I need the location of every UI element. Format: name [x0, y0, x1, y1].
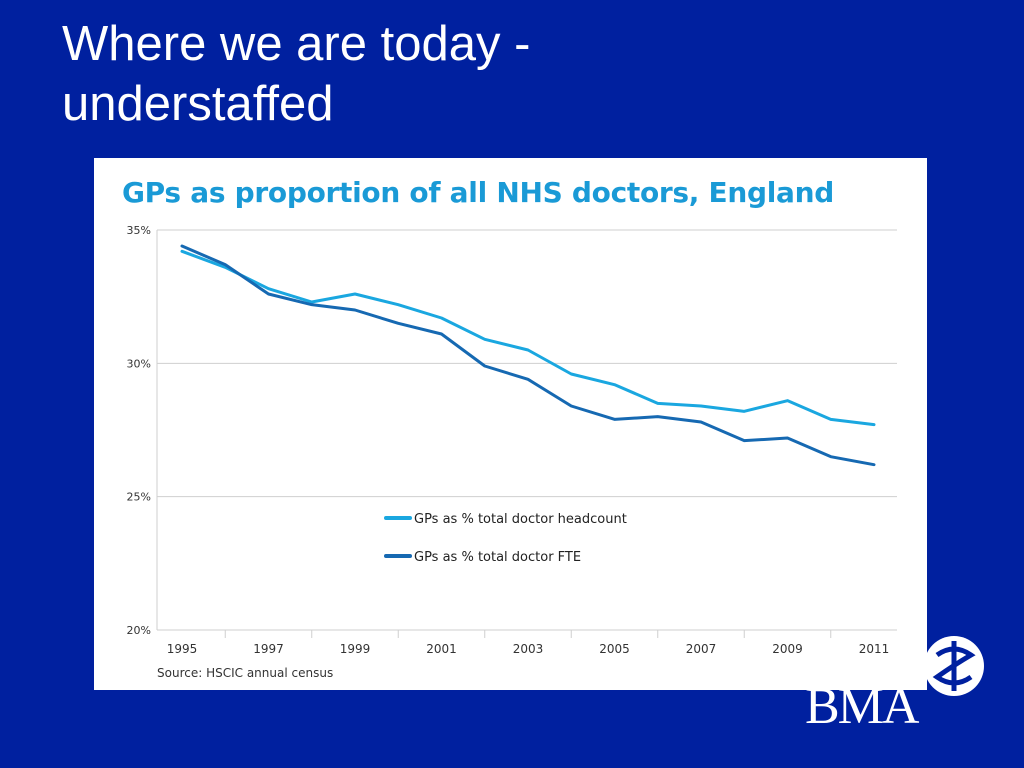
bma-logo-text: BMA: [805, 678, 919, 735]
chart-title: GPs as proportion of all NHS doctors, En…: [122, 176, 835, 209]
chart-svg: 20% 25% 30% 35% 1995 1997 1999 2001 2003 2005 2007…: [127, 224, 897, 656]
chart-panel: 20% 25% 30% 35% 1995 1997 1999 2001 2003 2005 2007…: [94, 158, 927, 690]
y-tick-label: 25%: [127, 491, 151, 504]
slide-title-line-1: Where we are today -: [62, 17, 531, 71]
bma-logo: BMA: [803, 633, 988, 733]
series-line-1: [180, 249, 876, 427]
x-tick-label: 2011: [859, 642, 890, 656]
bma-emblem-icon: [924, 636, 984, 696]
x-tick-label: 2005: [599, 642, 630, 656]
legend-label-1: GPs as % total doctor headcount: [414, 512, 627, 527]
y-tick-label: 20%: [127, 624, 151, 637]
x-tick-label: 2007: [686, 642, 717, 656]
x-tick-label: 1995: [167, 642, 198, 656]
x-tick-label: 2001: [426, 642, 457, 656]
slide-title-line-2: understaffed: [62, 77, 334, 131]
legend-label-2: GPs as % total doctor FTE: [414, 550, 581, 565]
y-tick-label: 30%: [127, 357, 151, 370]
x-tick-label: 2003: [513, 642, 544, 656]
series-line-2: [180, 244, 876, 467]
x-tick-label: 1999: [340, 642, 371, 656]
y-tick-label: 35%: [127, 224, 151, 237]
chart-source: Source: HSCIC annual census: [157, 666, 334, 680]
x-tick-label: 2009: [772, 642, 803, 656]
slide-title: Where we are today - understaffed: [62, 14, 530, 134]
x-tick-label: 1997: [253, 642, 284, 656]
